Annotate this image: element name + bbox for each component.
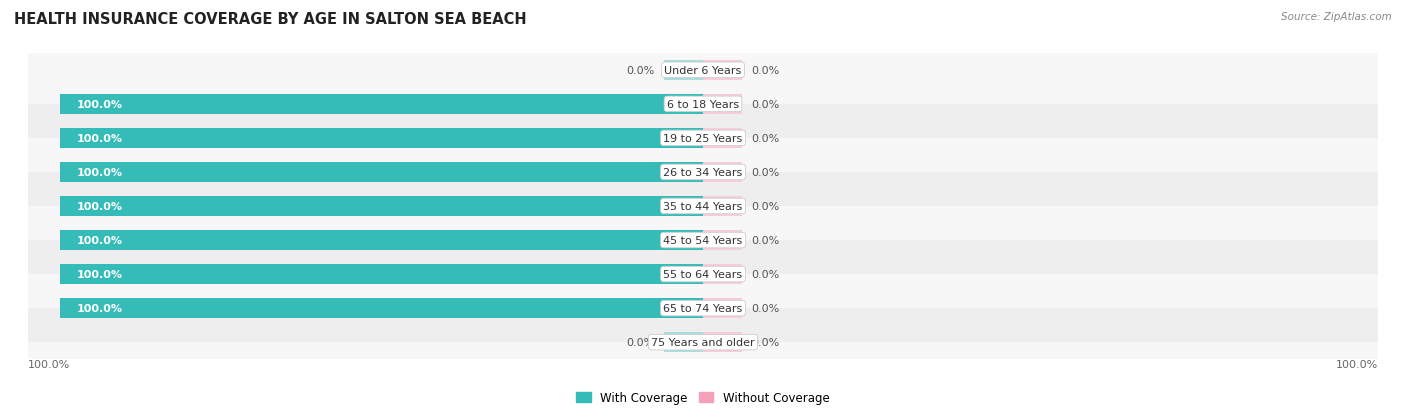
Bar <box>703 95 741 115</box>
Text: 0.0%: 0.0% <box>751 235 779 245</box>
Text: 0.0%: 0.0% <box>627 66 655 76</box>
Bar <box>665 60 703 81</box>
Legend: With Coverage, Without Coverage: With Coverage, Without Coverage <box>572 386 834 408</box>
Text: 100.0%: 100.0% <box>76 269 122 280</box>
Text: 100.0%: 100.0% <box>76 235 122 245</box>
Text: 100.0%: 100.0% <box>76 133 122 144</box>
FancyBboxPatch shape <box>25 206 1381 274</box>
Text: 100.0%: 100.0% <box>28 359 70 369</box>
Bar <box>703 196 741 217</box>
Text: 0.0%: 0.0% <box>751 304 779 313</box>
Text: 6 to 18 Years: 6 to 18 Years <box>666 100 740 109</box>
FancyBboxPatch shape <box>25 274 1381 342</box>
FancyBboxPatch shape <box>25 139 1381 206</box>
Text: 100.0%: 100.0% <box>76 168 122 178</box>
FancyBboxPatch shape <box>25 240 1381 309</box>
FancyBboxPatch shape <box>25 71 1381 139</box>
Text: 75 Years and older: 75 Years and older <box>651 337 755 347</box>
Text: 100.0%: 100.0% <box>76 100 122 109</box>
Text: 0.0%: 0.0% <box>751 100 779 109</box>
FancyBboxPatch shape <box>25 173 1381 240</box>
Bar <box>60 264 703 285</box>
Bar <box>703 128 741 149</box>
Text: 0.0%: 0.0% <box>751 133 779 144</box>
FancyBboxPatch shape <box>25 309 1381 376</box>
Text: 0.0%: 0.0% <box>751 66 779 76</box>
Bar <box>60 95 703 115</box>
Bar <box>665 332 703 353</box>
Text: 0.0%: 0.0% <box>751 168 779 178</box>
Bar <box>703 332 741 353</box>
Text: 19 to 25 Years: 19 to 25 Years <box>664 133 742 144</box>
Bar <box>60 298 703 318</box>
FancyBboxPatch shape <box>25 37 1381 104</box>
Text: 26 to 34 Years: 26 to 34 Years <box>664 168 742 178</box>
Text: 55 to 64 Years: 55 to 64 Years <box>664 269 742 280</box>
Bar <box>703 264 741 285</box>
Text: 0.0%: 0.0% <box>751 202 779 211</box>
Text: 0.0%: 0.0% <box>751 269 779 280</box>
Text: 100.0%: 100.0% <box>76 304 122 313</box>
Text: 65 to 74 Years: 65 to 74 Years <box>664 304 742 313</box>
Bar <box>703 60 741 81</box>
Text: Under 6 Years: Under 6 Years <box>665 66 741 76</box>
Bar <box>703 162 741 183</box>
Text: HEALTH INSURANCE COVERAGE BY AGE IN SALTON SEA BEACH: HEALTH INSURANCE COVERAGE BY AGE IN SALT… <box>14 12 527 27</box>
Text: 0.0%: 0.0% <box>627 337 655 347</box>
Bar <box>60 196 703 217</box>
Text: Source: ZipAtlas.com: Source: ZipAtlas.com <box>1281 12 1392 22</box>
Bar <box>60 230 703 251</box>
Bar <box>703 230 741 251</box>
Text: 45 to 54 Years: 45 to 54 Years <box>664 235 742 245</box>
FancyBboxPatch shape <box>25 104 1381 173</box>
Text: 100.0%: 100.0% <box>76 202 122 211</box>
Bar <box>60 162 703 183</box>
Bar <box>703 298 741 318</box>
Text: 0.0%: 0.0% <box>751 337 779 347</box>
Text: 100.0%: 100.0% <box>1336 359 1378 369</box>
Bar <box>60 128 703 149</box>
Text: 35 to 44 Years: 35 to 44 Years <box>664 202 742 211</box>
